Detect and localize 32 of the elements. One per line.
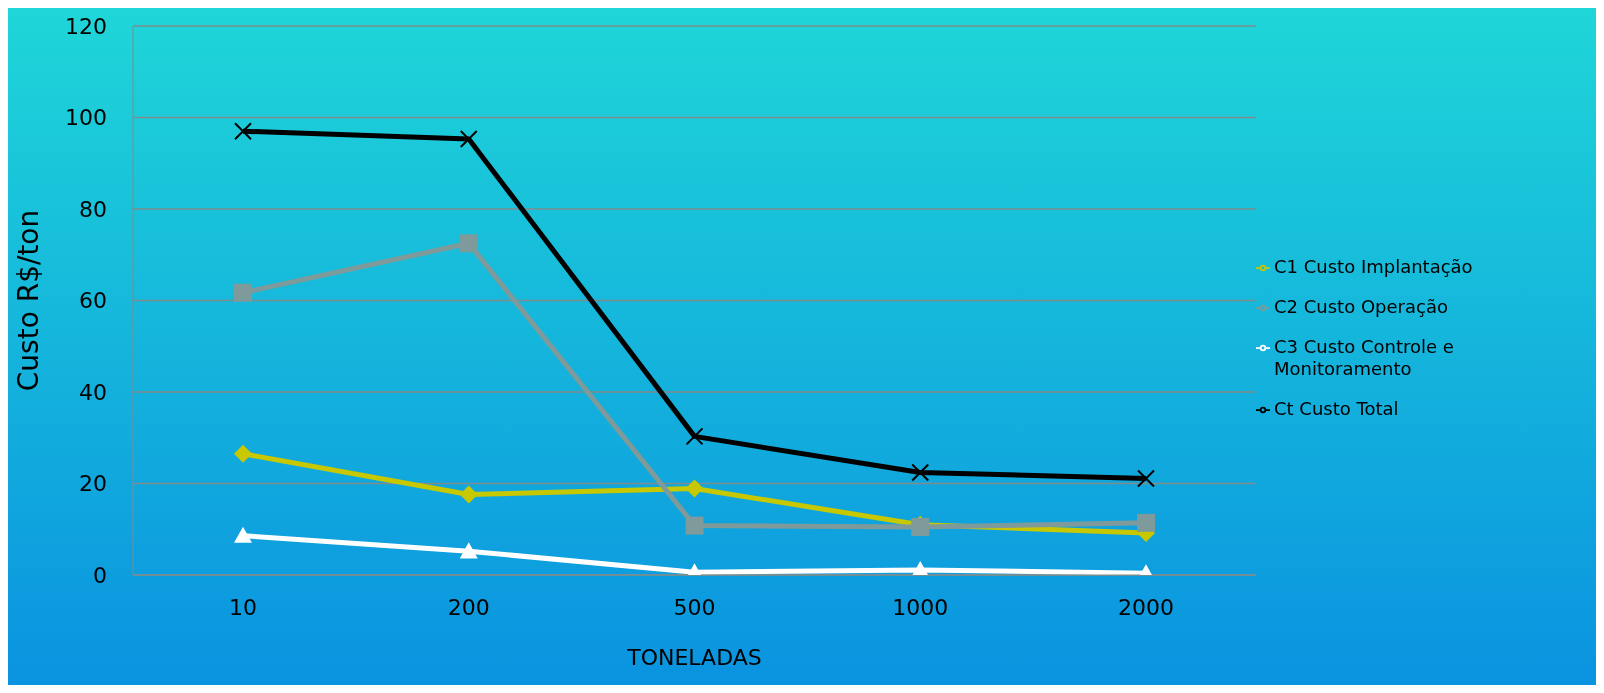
point (459, 542, 478, 559)
point (1137, 469, 1155, 488)
x-tick-label: 1000 (892, 594, 949, 620)
x-tick-label: 500 (673, 594, 716, 620)
point (234, 526, 252, 543)
y-tick-label: 120 (65, 13, 107, 39)
y-tick-label: 80 (79, 196, 107, 222)
legend-label: C1 Custo Implantação (1274, 255, 1474, 278)
x-tick-label: 2000 (1118, 594, 1174, 620)
point (234, 122, 252, 141)
point (685, 516, 704, 535)
y-tick-label: 0 (93, 562, 107, 588)
y-tick-label: 40 (79, 379, 107, 405)
y-tick-label: 100 (65, 105, 107, 131)
legend-label: Ct Custo Total (1274, 397, 1400, 420)
point (459, 485, 478, 504)
point (234, 444, 252, 463)
x-tick-label: 200 (447, 594, 490, 620)
point (685, 427, 704, 446)
point (459, 130, 478, 148)
y-axis-title: Custo R$/ton (11, 209, 45, 392)
point (911, 463, 930, 482)
point (234, 283, 252, 302)
point (685, 479, 704, 498)
point (459, 234, 478, 253)
x-tick-label: 10 (229, 594, 257, 620)
legend-label: C2 Custo Operação (1274, 295, 1449, 318)
point (1137, 513, 1155, 532)
y-tick-label: 60 (79, 288, 107, 314)
legend-label: C3 Custo Controle e Monitoramento (1274, 335, 1455, 380)
y-tick-label: 20 (79, 471, 107, 497)
x-axis-title: TONELADAS (626, 645, 762, 670)
